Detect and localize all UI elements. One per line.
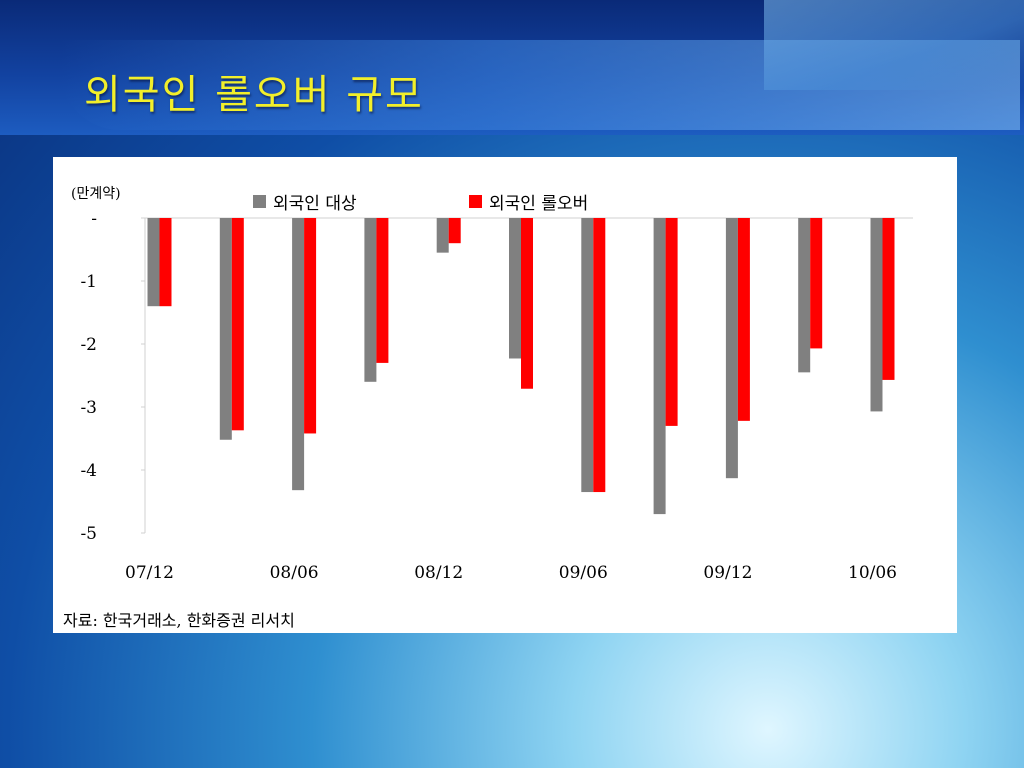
x-tick-label: 08/12 [414,563,463,583]
bar-foreign-rollover [593,218,606,493]
bar-foreign-target [147,218,160,307]
unit-label: (만계약) [71,186,121,202]
bar-foreign-rollover [810,218,823,349]
bar-foreign-rollover [737,218,750,421]
y-tick-label: -1 [80,272,97,292]
legend-item-rollover: 외국인 롤오버 [469,189,588,214]
slide-title: 외국인 롤오버 규모 [84,72,424,118]
bar-foreign-rollover [304,218,317,434]
source-note: 자료: 한국거래소, 한화증권 리서치 [63,611,295,630]
bar-foreign-target [219,218,232,440]
legend-label-rollover: 외국인 롤오버 [489,194,589,214]
bar-foreign-target [292,218,305,491]
x-tick-label: 10/06 [848,563,897,583]
bar-chart: - -1 -2 -3 -4 -5 07/12 08/06 08/12 09/06 09/12 10/0… [80,209,913,583]
bar-foreign-target [581,218,594,493]
bar-foreign-target [436,218,449,253]
y-tick-label: -5 [80,524,97,544]
x-tick-label: 09/12 [703,563,752,583]
bar-foreign-rollover [231,218,244,431]
legend-swatch-red [469,195,482,208]
bar-foreign-rollover [159,218,172,307]
bar-foreign-rollover [448,218,461,244]
y-tick-label: - [91,209,97,229]
y-tick-label: -4 [80,461,97,481]
x-tick-label: 09/06 [559,563,608,583]
legend-label-target: 외국인 대상 [273,194,357,214]
chart-container: - -1 -2 -3 -4 -5 07/12 08/06 08/12 09/06 09/12 10/0… [53,157,957,633]
bar-foreign-target [509,218,521,359]
legend-swatch-gray [253,195,266,208]
bar-foreign-target [364,218,377,382]
y-tick-label: -2 [80,335,97,355]
decorative-panel [764,0,1024,90]
bar-foreign-rollover [882,218,895,380]
bar-foreign-target [725,218,738,479]
bar-foreign-target [870,218,883,412]
bar-foreign-rollover [665,218,678,426]
bar-foreign-target [653,218,666,515]
x-tick-label: 08/06 [270,563,319,583]
bar-foreign-target [798,218,811,373]
bar-foreign-rollover [521,218,533,389]
y-tick-label: -3 [80,398,97,418]
legend-item-target: 외국인 대상 [253,189,357,214]
x-tick-label: 07/12 [125,563,174,583]
bar-foreign-rollover [376,218,389,363]
